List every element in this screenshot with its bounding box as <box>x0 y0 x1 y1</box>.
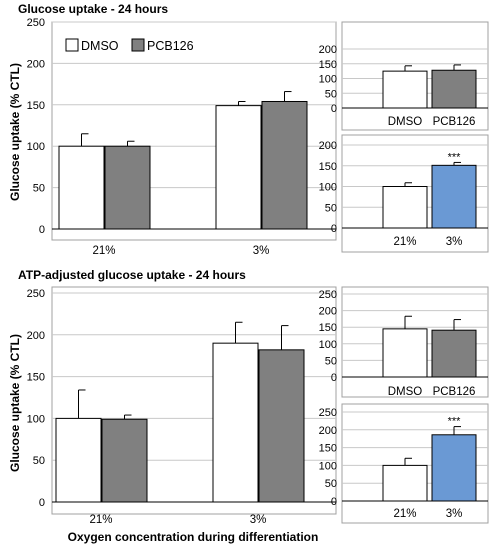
bar-bottom-main-pcb126-0 <box>101 418 148 503</box>
chart-bottom-inset-treatment: 0 50 100 150 200 250 DMSO PCB126 <box>319 286 489 398</box>
y-tick-top-main-100: 100 <box>27 141 45 153</box>
y-tick-bottom-inset-treatment-0: 0 <box>331 372 337 384</box>
x-tick-bottom-inset-treatment-1: PCB126 <box>433 386 476 398</box>
plot-frame-top-inset-oxygen <box>341 134 489 253</box>
bar-bottom-main-dmso-1 <box>212 342 259 503</box>
chart-top-main: Glucose uptake - 24 hours 0 50 100 150 200 25… <box>18 2 337 257</box>
bar-top-main-dmso-1 <box>215 105 262 230</box>
y-tick-top-inset-treatment-0: 0 <box>331 103 337 115</box>
chart-bottom-inset-oxygen: 0 50 100 150 200 250 21% 3% *** <box>319 403 489 524</box>
legend-swatch-dmso <box>65 38 79 52</box>
y-tick-top-main-150: 150 <box>27 100 45 112</box>
y-tick-top-inset-oxygen-200: 200 <box>319 140 337 152</box>
x-tick-top-main-1: 3% <box>253 245 270 257</box>
plot-frame-bottom-inset-oxygen <box>341 403 489 524</box>
y-tick-top-inset-treatment-50: 50 <box>325 88 337 100</box>
y-tick-top-inset-oxygen-100: 100 <box>319 182 337 194</box>
y-tick-bottom-inset-treatment-200: 200 <box>319 306 337 318</box>
y-tick-bottom-inset-oxygen-250: 250 <box>319 407 337 419</box>
y-tick-bottom-inset-treatment-250: 250 <box>319 289 337 301</box>
plot-frame-top-inset-treatment <box>341 21 489 131</box>
x-tick-top-inset-oxygen-1: 3% <box>446 236 463 248</box>
y-tick-top-inset-oxygen-150: 150 <box>319 161 337 173</box>
plot-area-top-main: 0 50 100 150 200 250 21% 3% <box>27 17 336 257</box>
chart-title-top: Glucose uptake - 24 hours <box>18 2 168 16</box>
bar-top-main-dmso-0 <box>58 145 105 230</box>
bar-top-inset-treatment-0 <box>382 70 428 109</box>
legend-swatch-pcb126 <box>131 38 145 52</box>
y-tick-bottom-main-0: 0 <box>39 497 45 509</box>
plot-area-top-inset-treatment: 0 50 100 150 200 DMSO PCB126 <box>319 44 488 128</box>
x-tick-top-inset-treatment-0: DMSO <box>388 116 423 128</box>
plot-area-top-inset-oxygen: 0 50 100 150 200 21% 3% *** <box>319 140 488 248</box>
y-tick-top-inset-treatment-100: 100 <box>319 74 337 86</box>
x-tick-bottom-main-0: 21% <box>89 514 112 526</box>
y-tick-top-inset-oxygen-50: 50 <box>325 202 337 214</box>
bar-bottom-inset-treatment-1 <box>431 329 477 378</box>
plot-frame-bottom-inset-treatment <box>341 286 489 398</box>
x-axis-label: Oxygen concentration during differentiat… <box>68 530 319 544</box>
y-tick-bottom-main-100: 100 <box>27 413 45 425</box>
chart-top-inset-treatment: 0 50 100 150 200 DMSO PCB126 <box>319 21 489 131</box>
y-tick-bottom-inset-treatment-150: 150 <box>319 322 337 334</box>
chart-bottom-main: ATP-adjusted glucose uptake - 24 hours 0… <box>18 268 337 526</box>
y-tick-bottom-inset-treatment-50: 50 <box>325 355 337 367</box>
significance-marker-top-inset-oxygen-0: *** <box>448 151 462 163</box>
bar-bottom-inset-oxygen-0 <box>382 464 428 502</box>
y-tick-bottom-main-150: 150 <box>27 372 45 384</box>
x-tick-bottom-inset-oxygen-1: 3% <box>446 508 463 520</box>
y-tick-bottom-inset-oxygen-200: 200 <box>319 425 337 437</box>
x-tick-top-main-0: 21% <box>92 245 115 257</box>
plot-frame-bottom-main <box>51 286 337 515</box>
y-tick-bottom-main-250: 250 <box>27 288 45 300</box>
y-tick-bottom-inset-oxygen-50: 50 <box>325 478 337 490</box>
bar-top-main-pcb126-0 <box>104 145 151 230</box>
x-tick-bottom-inset-treatment-0: DMSO <box>388 386 423 398</box>
x-tick-bottom-main-1: 3% <box>250 514 267 526</box>
y-tick-top-main-250: 250 <box>27 17 45 29</box>
x-tick-bottom-inset-oxygen-0: 21% <box>393 508 416 520</box>
bar-bottom-main-dmso-0 <box>55 417 102 503</box>
bar-top-inset-oxygen-1 <box>431 164 477 229</box>
x-tick-top-inset-oxygen-0: 21% <box>393 236 416 248</box>
legend: DMSO PCB126 <box>65 38 194 53</box>
plot-area-bottom-main: 0 50 100 150 200 250 21% 3% <box>27 288 336 526</box>
y-axis-label-top: Glucose uptake (% CTL) <box>8 63 22 201</box>
y-tick-top-inset-treatment-150: 150 <box>319 59 337 71</box>
y-tick-bottom-inset-treatment-100: 100 <box>319 339 337 351</box>
y-tick-top-main-200: 200 <box>27 58 45 70</box>
y-tick-bottom-main-200: 200 <box>27 330 45 342</box>
y-tick-top-inset-oxygen-0: 0 <box>331 223 337 235</box>
significance-marker-bottom-inset-oxygen-0: *** <box>448 416 462 428</box>
y-tick-top-main-50: 50 <box>33 183 45 195</box>
y-tick-bottom-main-50: 50 <box>33 455 45 467</box>
legend-label-pcb126: PCB126 <box>147 39 194 53</box>
plot-area-bottom-inset-oxygen: 0 50 100 150 200 250 21% 3% *** <box>319 407 488 520</box>
plot-area-bottom-inset-treatment: 0 50 100 150 200 250 DMSO PCB126 <box>319 289 488 398</box>
bar-top-main-pcb126-1 <box>261 100 308 230</box>
y-tick-bottom-inset-oxygen-100: 100 <box>319 460 337 472</box>
bar-bottom-main-pcb126-1 <box>258 349 305 503</box>
legend-label-dmso: DMSO <box>81 39 119 53</box>
bar-top-inset-treatment-1 <box>431 69 477 109</box>
y-tick-top-main-0: 0 <box>39 224 45 236</box>
chart-title-bottom: ATP-adjusted glucose uptake - 24 hours <box>18 268 246 282</box>
y-tick-top-inset-treatment-200: 200 <box>319 44 337 56</box>
bar-top-inset-oxygen-0 <box>382 186 428 229</box>
bar-bottom-inset-oxygen-1 <box>431 434 477 502</box>
bar-bottom-inset-treatment-0 <box>382 328 428 378</box>
x-tick-top-inset-treatment-1: PCB126 <box>433 116 476 128</box>
y-tick-bottom-inset-oxygen-0: 0 <box>331 496 337 508</box>
chart-top-inset-oxygen: 0 50 100 150 200 21% 3% *** <box>319 134 489 253</box>
y-axis-label-bottom: Glucose uptake (% CTL) <box>8 334 22 472</box>
y-tick-bottom-inset-oxygen-150: 150 <box>319 443 337 455</box>
